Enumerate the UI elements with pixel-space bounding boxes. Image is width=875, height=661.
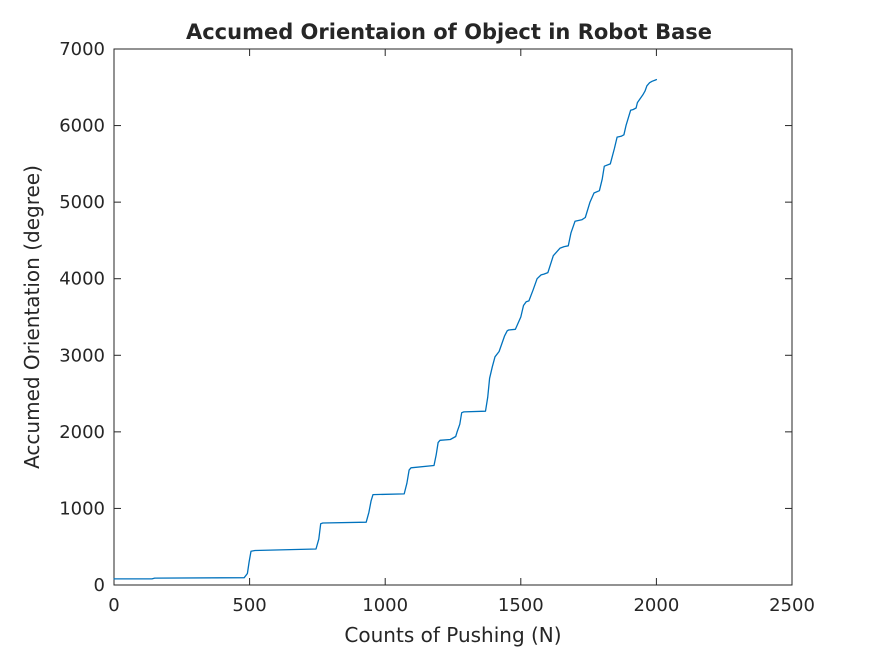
plot-background bbox=[114, 49, 792, 585]
y-tick-label: 6000 bbox=[59, 116, 105, 137]
y-axis-label: Accumed Orientation (degree) bbox=[20, 165, 44, 469]
x-tick-label: 500 bbox=[232, 595, 266, 616]
chart-title: Accumed Orientaion of Object in Robot Ba… bbox=[186, 20, 712, 44]
y-tick-label: 7000 bbox=[59, 39, 105, 60]
x-tick-label: 2500 bbox=[769, 595, 815, 616]
y-tick-label: 4000 bbox=[59, 269, 105, 290]
y-tick-label: 3000 bbox=[59, 345, 105, 366]
y-tick-label: 0 bbox=[94, 575, 105, 596]
x-axis-label: Counts of Pushing (N) bbox=[344, 623, 561, 647]
x-tick-label: 2000 bbox=[633, 595, 679, 616]
y-tick-label: 1000 bbox=[59, 498, 105, 519]
x-tick-label: 0 bbox=[108, 595, 119, 616]
x-tick-label: 1000 bbox=[362, 595, 408, 616]
series-line-0 bbox=[113, 78, 658, 580]
y-tick-label: 5000 bbox=[59, 192, 105, 213]
plot-frame bbox=[113, 48, 793, 586]
x-tick-label: 1500 bbox=[498, 595, 544, 616]
y-tick-label: 2000 bbox=[59, 422, 105, 443]
